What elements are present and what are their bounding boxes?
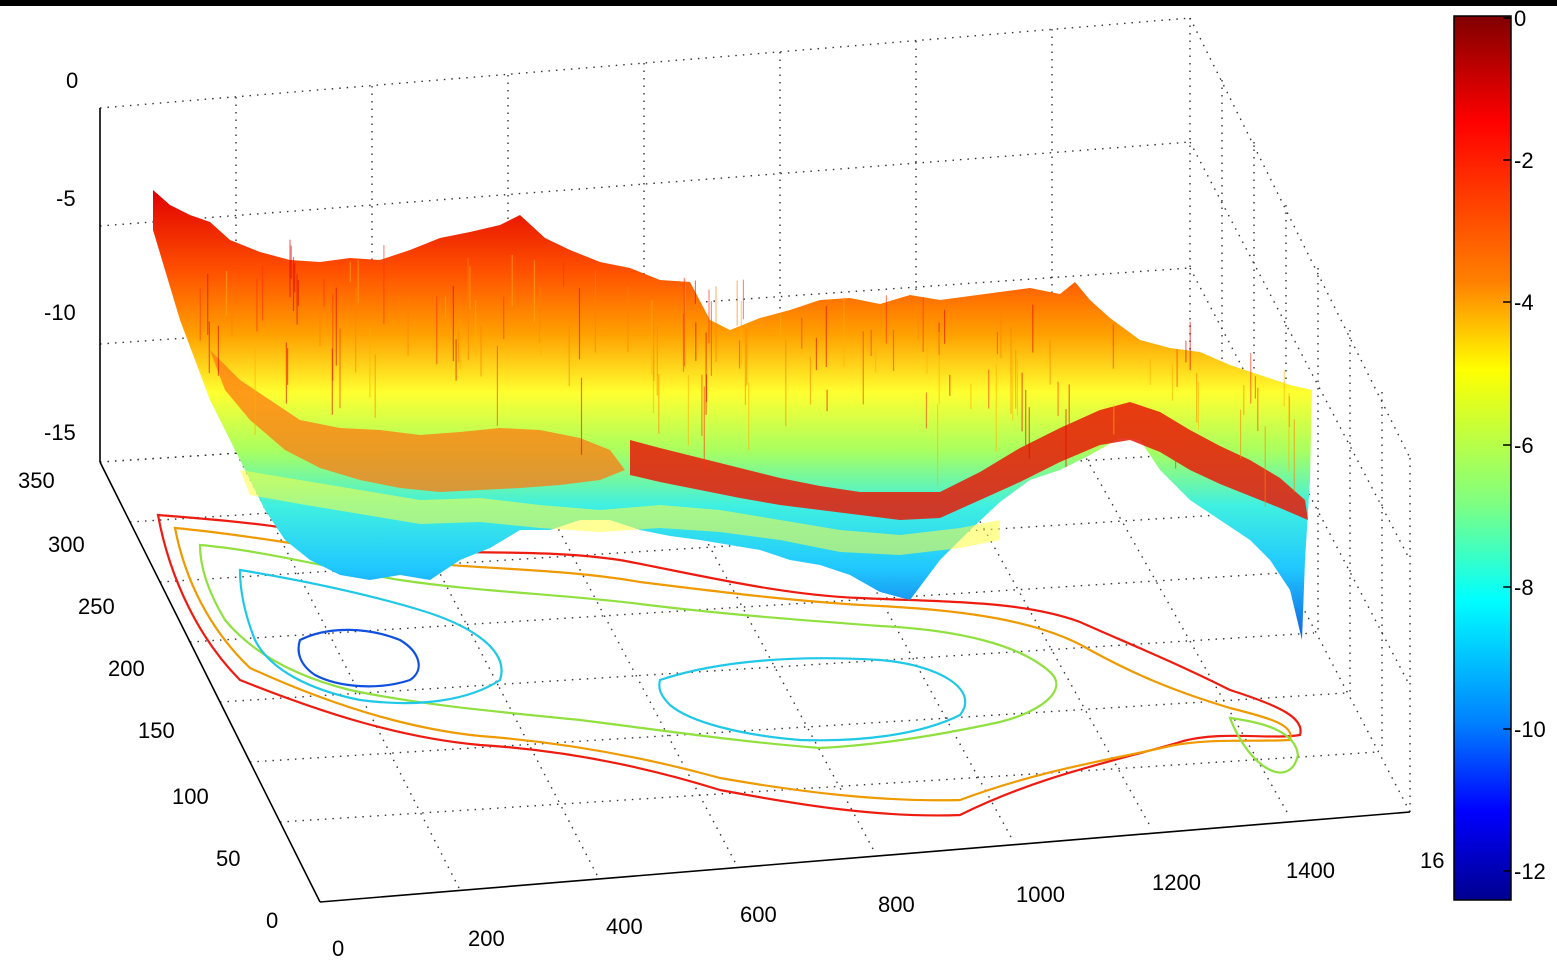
x-tick: 1400 xyxy=(1286,858,1335,883)
surface-spikes xyxy=(199,239,1295,507)
colorbar: 0 -2 -4 -6 -8 -10 -12 xyxy=(1453,6,1546,901)
contour-level-2 xyxy=(156,513,1302,817)
y-tick: 300 xyxy=(48,532,85,557)
colorbar-tick: -8 xyxy=(1514,575,1534,600)
colorbar-tick: -6 xyxy=(1514,433,1534,458)
surface-near-edge xyxy=(630,402,1308,520)
y-tick: 350 xyxy=(18,468,55,493)
contour-level-10 xyxy=(297,628,420,688)
z-ticks: 0 -5 -10 -15 xyxy=(44,68,78,445)
z-tick: -15 xyxy=(44,420,76,445)
axes xyxy=(99,108,1411,903)
x-tick: 1200 xyxy=(1152,870,1201,895)
y-tick: 100 xyxy=(172,784,209,809)
x-ticks: 0 200 400 600 800 1000 1200 1400 16 xyxy=(332,848,1444,961)
x-tick: 800 xyxy=(878,892,915,917)
y-ticks: 350 300 250 200 150 100 50 0 xyxy=(18,468,278,933)
surface-yellow-band xyxy=(240,470,1000,555)
y-tick: 200 xyxy=(108,656,145,681)
contour-map xyxy=(156,513,1302,817)
surface-body xyxy=(153,190,1312,640)
y-tick: 50 xyxy=(216,846,240,871)
z-tick: -5 xyxy=(56,186,76,211)
contour-level-6 xyxy=(198,543,1058,750)
top-border xyxy=(0,0,1557,6)
y-tick: 250 xyxy=(78,594,115,619)
contour-level-6b xyxy=(1228,716,1300,774)
colorbar-tick: -12 xyxy=(1514,859,1546,884)
z-tick: -10 xyxy=(44,300,76,325)
x-tick: 200 xyxy=(468,926,505,951)
x-tick: 600 xyxy=(740,902,777,927)
colorbar-tick: 0 xyxy=(1514,6,1526,31)
colorbar-tick: -10 xyxy=(1514,717,1546,742)
contour-level-8b xyxy=(658,657,967,742)
side-wall-grid xyxy=(1189,17,1411,813)
z-tick: 0 xyxy=(66,68,78,93)
x-tick: 0 xyxy=(332,936,344,961)
x-tick: 16 xyxy=(1420,848,1444,873)
x-tick: 400 xyxy=(606,914,643,939)
colorbar-tick: -2 xyxy=(1514,148,1534,173)
y-tick: 0 xyxy=(266,908,278,933)
colorbar-gradient xyxy=(1453,15,1512,901)
colorbar-tick: -4 xyxy=(1514,290,1534,315)
contour-level-8 xyxy=(238,568,503,705)
x-tick: 1000 xyxy=(1016,882,1065,907)
surface-near-edge-left xyxy=(210,350,625,492)
surface xyxy=(153,190,1312,640)
y-tick: 150 xyxy=(138,718,175,743)
